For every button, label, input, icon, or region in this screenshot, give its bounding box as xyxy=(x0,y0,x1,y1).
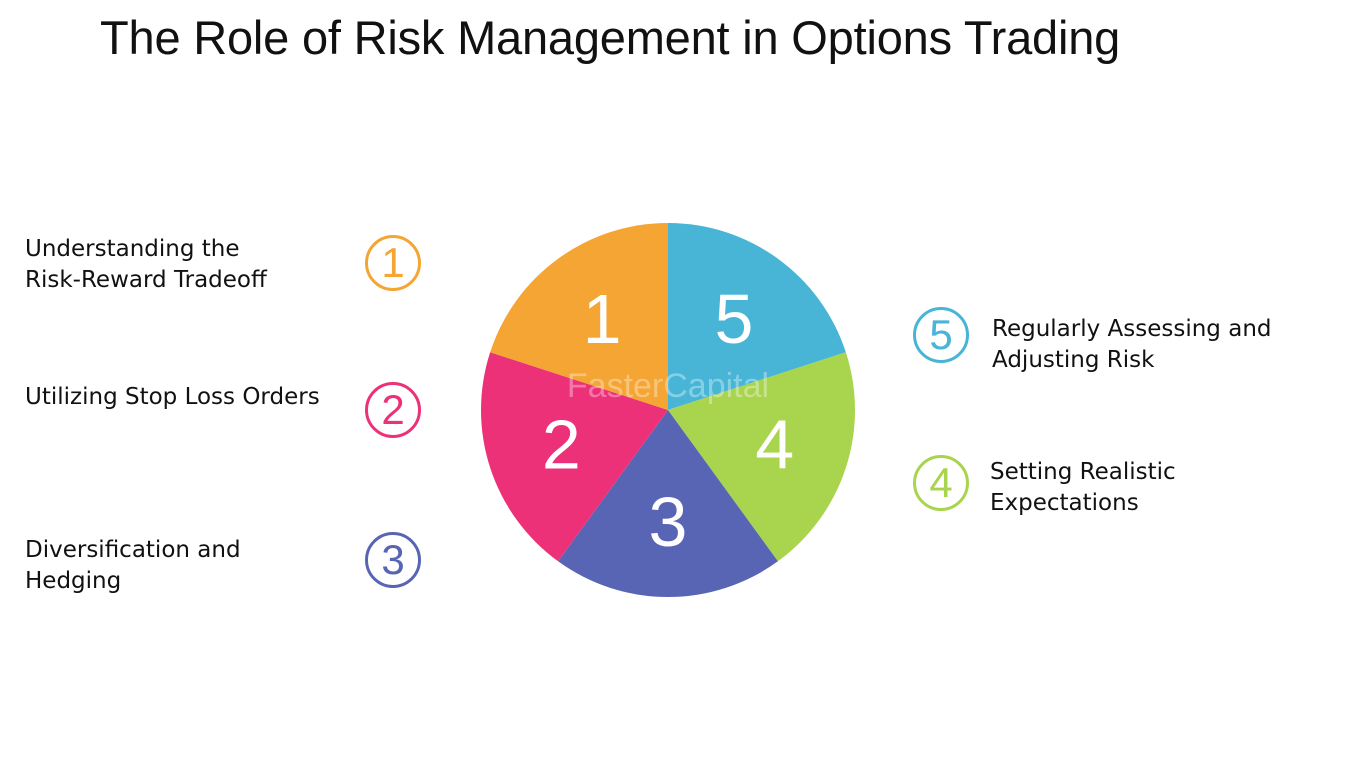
pie-slice-1 xyxy=(490,223,668,410)
pie-slice-number-3: 3 xyxy=(649,483,688,561)
item-1-line-2: Risk-Reward Tradeoff xyxy=(25,267,267,293)
pie-slice-5 xyxy=(668,223,846,410)
item-2-number-badge: 2 xyxy=(365,382,421,438)
pie-slices xyxy=(481,223,856,597)
item-3-number-badge: 3 xyxy=(365,532,421,588)
item-3-line-1: Diversification and xyxy=(25,537,241,563)
item-3-line-2: Hedging xyxy=(25,568,122,594)
item-1-line-1: Understanding the xyxy=(25,236,240,262)
item-1-number-badge: 1 xyxy=(365,235,421,291)
pie-slice-number-2: 2 xyxy=(542,406,581,484)
pie-slice-2 xyxy=(481,352,668,562)
pie-slice-4 xyxy=(668,352,856,562)
item-1-label: Understanding the Risk-Reward Tradeoff xyxy=(25,234,267,296)
item-2-line-1: Utilizing Stop Loss Orders xyxy=(25,384,320,410)
pie-slice-number-5: 5 xyxy=(714,280,753,358)
watermark-text: FasterCapital xyxy=(567,367,769,405)
pie-slice-3 xyxy=(558,410,778,597)
item-4-line-1: Setting Realistic xyxy=(990,459,1176,485)
item-5-line-1: Regularly Assessing and xyxy=(992,316,1272,342)
item-4-label: Setting Realistic Expectations xyxy=(990,457,1176,519)
item-5-line-2: Adjusting Risk xyxy=(992,347,1155,373)
item-5-number-badge: 5 xyxy=(913,307,969,363)
pie-slice-number-4: 4 xyxy=(755,406,794,484)
page-title: The Role of Risk Management in Options T… xyxy=(100,11,1121,64)
item-3-label: Diversification and Hedging xyxy=(25,535,241,597)
item-5-label: Regularly Assessing and Adjusting Risk xyxy=(992,314,1272,376)
item-4-line-2: Expectations xyxy=(990,490,1139,516)
pie-slice-number-1: 1 xyxy=(583,280,622,358)
item-4-number-badge: 4 xyxy=(913,455,969,511)
item-2-label: Utilizing Stop Loss Orders xyxy=(25,382,320,413)
